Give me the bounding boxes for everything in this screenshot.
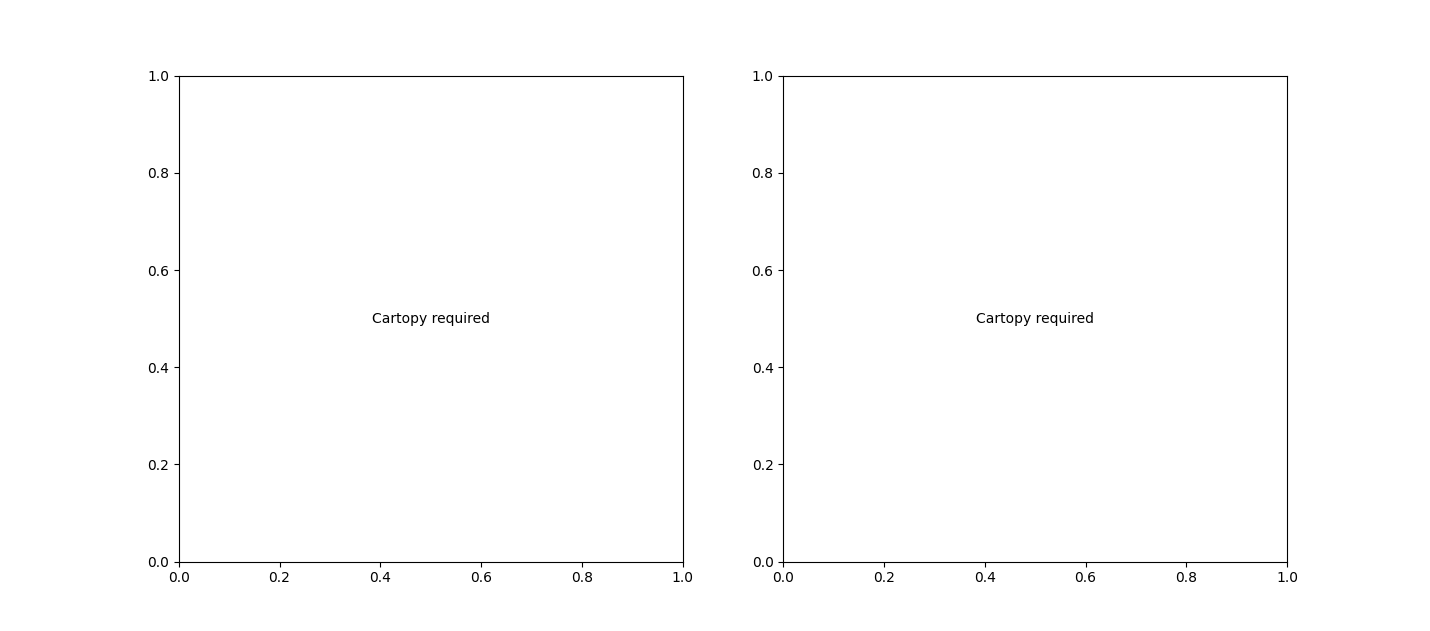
Text: Cartopy required: Cartopy required: [977, 312, 1094, 326]
Text: Cartopy required: Cartopy required: [372, 312, 489, 326]
